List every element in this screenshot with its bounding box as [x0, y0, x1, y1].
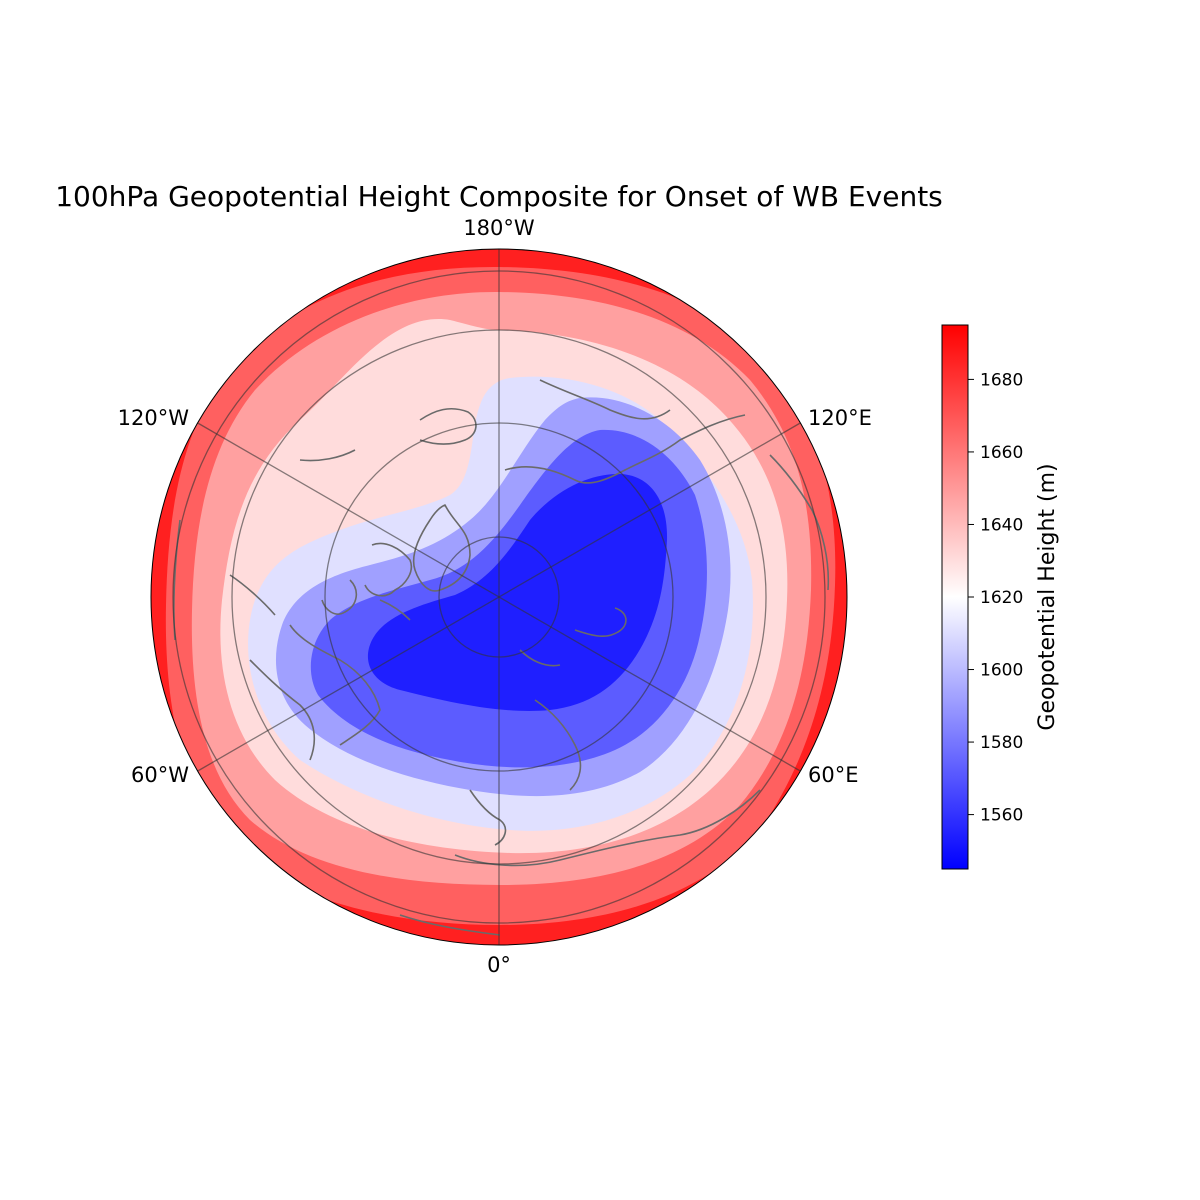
- chart-title: 100hPa Geopotential Height Composite for…: [55, 180, 943, 213]
- lon-label-0: 0°: [487, 953, 511, 977]
- colorbar-ticks: 1560 1580 1600 1620 1640 1660 1680: [968, 370, 1023, 826]
- lon-label-60w: 60°W: [131, 763, 189, 787]
- colorbar-gradient: [941, 324, 969, 870]
- colorbar-tick-label: 1660: [980, 443, 1023, 463]
- longitude-labels: 180°W 0° 120°W 120°E 60°W 60°E: [118, 216, 872, 977]
- graticule: [172, 249, 826, 945]
- lon-label-120e: 120°E: [808, 406, 872, 430]
- coastline-alaska: [299, 408, 477, 462]
- lon-label-120w: 120°W: [118, 406, 190, 430]
- coastlines: [173, 379, 830, 936]
- polar-map: [151, 249, 847, 945]
- colorbar-tick-label: 1640: [980, 515, 1023, 535]
- colorbar-tick-label: 1560: [980, 806, 1023, 826]
- coastline-europe: [469, 699, 582, 846]
- colorbar-tick-label: 1620: [980, 588, 1023, 608]
- coastline-north-america: [229, 574, 381, 761]
- coastline-greenland: [412, 504, 471, 592]
- contour-band-1550: [367, 473, 668, 711]
- meridian-120w-60e: [195, 421, 803, 773]
- coastline-siberia: [504, 379, 746, 484]
- contour-fills: [151, 249, 847, 945]
- colorbar-label: Geopotential Height (m): [1035, 463, 1060, 730]
- lon-label-180w: 180°W: [463, 216, 535, 240]
- coastline-africa-asia: [399, 789, 761, 936]
- colorbar-tick-label: 1580: [980, 733, 1023, 753]
- colorbar: 1560 1580 1600 1620 1640 1660 1680 Geopotentia…: [941, 324, 1060, 870]
- map-boundary: [150, 248, 848, 946]
- coastline-canadian-archipelago: [321, 542, 413, 621]
- colorbar-tick-label: 1600: [980, 661, 1023, 681]
- colorbar-tick-label: 1680: [980, 370, 1023, 390]
- lon-label-60e: 60°E: [808, 763, 859, 787]
